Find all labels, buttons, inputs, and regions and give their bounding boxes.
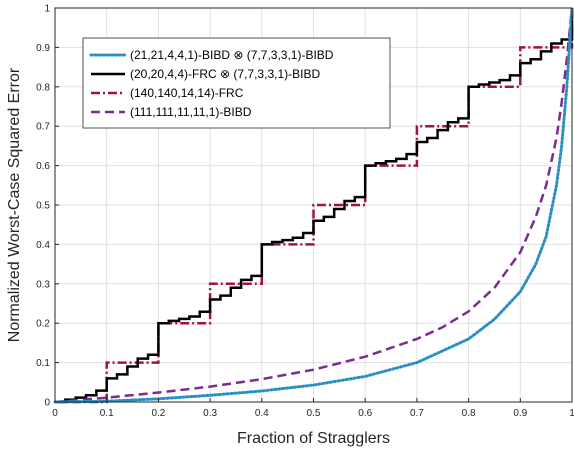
series-line-2 (55, 8, 574, 404)
ticks: 0 0.1 0.2 0.3 0.4 0.5 0.6 0.7 0.8 0.9 1 0 0.1 0.2 0.3 0… (36, 4, 574, 420)
series-layer (53, 6, 574, 404)
y-tick-label: 1 (44, 4, 50, 15)
series-line-4 (54, 7, 574, 404)
y-tick-label: 0.5 (36, 201, 50, 212)
x-tick-label: 0.5 (307, 408, 321, 419)
x-tick-label: 0.8 (462, 408, 476, 419)
legend-label-3: (140,140,14,14)-FRC (130, 86, 244, 100)
y-tick-label: 0.2 (36, 319, 50, 330)
x-tick-label: 0 (52, 408, 58, 419)
x-tick-label: 0.3 (203, 408, 217, 419)
y-axis-title: Normalized Worst-Case Squared Error (6, 67, 23, 342)
y-tick-label: 0.7 (36, 122, 50, 133)
x-tick-label: 0.4 (255, 408, 269, 419)
x-tick-label: 0.6 (358, 408, 372, 419)
x-tick-label: 1 (569, 408, 574, 419)
y-tick-label: 0 (44, 398, 50, 409)
x-axis-title: Fraction of Stragglers (237, 430, 390, 447)
legend: (21,21,4,4,1)-BIBD ⊗ (7,7,3,3,1)-BIBD (20… (82, 37, 391, 129)
legend-label-1: (21,21,4,4,1)-BIBD ⊗ (7,7,3,3,1)-BIBD (130, 48, 334, 62)
legend-label-4: (111,111,11,11,1)-BIBD (130, 105, 252, 119)
legend-label-2: (20,20,4,4)-FRC ⊗ (7,7,3,3,1)-BIBD (130, 67, 320, 81)
y-tick-label: 0.4 (36, 240, 50, 251)
series-line-1 (53, 6, 574, 404)
legend-box (82, 37, 391, 129)
x-tick-label: 0.2 (151, 408, 165, 419)
x-tick-label: 0.7 (410, 408, 424, 419)
y-tick-label: 0.9 (36, 43, 50, 54)
y-tick-label: 0.3 (36, 279, 50, 290)
y-tick-label: 0.6 (36, 161, 50, 172)
x-tick-label: 0.1 (100, 408, 114, 419)
y-tick-label: 0.1 (36, 358, 50, 369)
y-tick-label: 0.8 (36, 82, 50, 93)
x-tick-label: 0.9 (513, 408, 527, 419)
